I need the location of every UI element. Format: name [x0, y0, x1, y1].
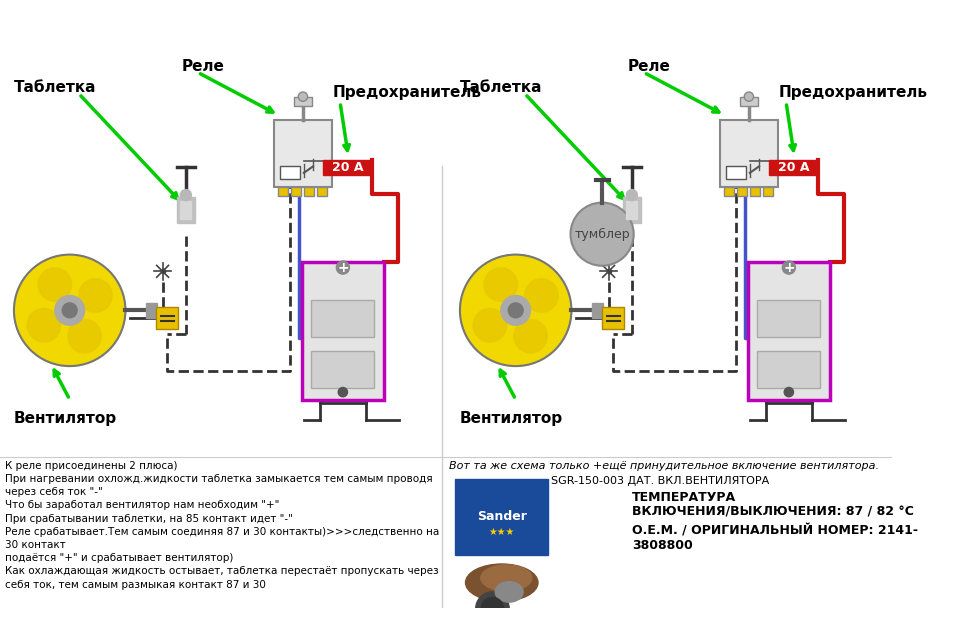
- Text: ТЕМПЕРАТУРА: ТЕМПЕРАТУРА: [632, 491, 736, 503]
- Circle shape: [38, 268, 72, 301]
- Bar: [291, 186, 301, 196]
- Text: К реле присоединены 2 плюса): К реле присоединены 2 плюса): [5, 461, 178, 471]
- Text: 3808800: 3808800: [632, 539, 692, 552]
- Bar: [324, 160, 372, 175]
- Text: 20 А: 20 А: [778, 161, 809, 174]
- Text: Предохранитель: Предохранитель: [333, 86, 482, 101]
- Bar: [757, 352, 821, 389]
- Text: подаётся "+" и срабатывает вентилятор): подаётся "+" и срабатывает вентилятор): [5, 553, 233, 563]
- Bar: [720, 120, 778, 186]
- Text: +: +: [337, 261, 348, 275]
- Bar: [275, 120, 332, 186]
- Bar: [311, 352, 374, 389]
- Bar: [726, 166, 746, 180]
- Circle shape: [570, 203, 634, 266]
- Text: Что бы заработал вентилятор нам необходим "+": Что бы заработал вентилятор нам необходи…: [5, 500, 279, 510]
- Bar: [622, 197, 641, 223]
- Circle shape: [626, 190, 637, 201]
- Circle shape: [55, 295, 84, 325]
- Circle shape: [484, 268, 517, 301]
- Bar: [724, 186, 734, 196]
- Text: Реле: Реле: [181, 59, 224, 74]
- Circle shape: [514, 319, 547, 353]
- Bar: [177, 197, 195, 223]
- Bar: [277, 186, 288, 196]
- Bar: [294, 96, 312, 106]
- Bar: [156, 307, 179, 329]
- Circle shape: [180, 190, 191, 201]
- Circle shape: [744, 92, 754, 101]
- Text: 20 А: 20 А: [332, 161, 363, 174]
- Text: При срабатывании таблетки, на 85 контакт идет "-": При срабатывании таблетки, на 85 контакт…: [5, 513, 293, 524]
- Circle shape: [476, 592, 509, 626]
- Circle shape: [336, 261, 349, 274]
- Text: Sander: Sander: [477, 510, 527, 523]
- Bar: [763, 186, 773, 196]
- Text: Вентилятор: Вентилятор: [460, 411, 564, 426]
- Circle shape: [481, 597, 504, 620]
- Text: +: +: [783, 261, 795, 275]
- Bar: [626, 201, 637, 219]
- Bar: [748, 262, 829, 399]
- Circle shape: [460, 255, 571, 366]
- Text: Как охлаждающая жидкость остывает, таблетка перестаёт пропускать через: Как охлаждающая жидкость остывает, табле…: [5, 566, 439, 576]
- Bar: [146, 303, 157, 318]
- Circle shape: [784, 387, 794, 397]
- Bar: [180, 201, 191, 219]
- Circle shape: [79, 278, 112, 312]
- Circle shape: [27, 309, 60, 342]
- Text: Вот та же схема только +ещё принудительное включение вентилятора.: Вот та же схема только +ещё принудительн…: [448, 461, 878, 471]
- Bar: [311, 300, 374, 337]
- Circle shape: [525, 278, 558, 312]
- Circle shape: [68, 319, 101, 353]
- Bar: [455, 479, 548, 555]
- Text: себя ток, тем самым размыкая контакт 87 и 30: себя ток, тем самым размыкая контакт 87 …: [5, 580, 266, 590]
- Text: ВКЛЮЧЕНИЯ/ВЫКЛЮЧЕНИЯ: 87 / 82 °С: ВКЛЮЧЕНИЯ/ВЫКЛЮЧЕНИЯ: 87 / 82 °С: [632, 505, 914, 518]
- Circle shape: [14, 255, 126, 366]
- Circle shape: [473, 309, 507, 342]
- Circle shape: [782, 261, 796, 274]
- Circle shape: [338, 387, 348, 397]
- Text: Таблетка: Таблетка: [14, 80, 96, 95]
- Ellipse shape: [481, 565, 532, 591]
- Text: Реле срабатывает.Тем самым соединяя 87 и 30 контакты)>>>следственно на: Реле срабатывает.Тем самым соединяя 87 и…: [5, 527, 439, 537]
- Text: SGR-150-003 ДАТ. ВКЛ.ВЕНТИЛЯТОРА: SGR-150-003 ДАТ. ВКЛ.ВЕНТИЛЯТОРА: [551, 476, 769, 486]
- Text: через себя ток "-": через себя ток "-": [5, 487, 103, 497]
- Bar: [737, 186, 747, 196]
- Circle shape: [501, 295, 531, 325]
- Text: При нагревании охложд.жидкости таблетка замыкается тем самым проводя: При нагревании охложд.жидкости таблетка …: [5, 474, 432, 484]
- Text: Предохранитель: Предохранитель: [779, 86, 927, 101]
- Bar: [757, 300, 821, 337]
- Bar: [317, 186, 327, 196]
- Bar: [769, 160, 818, 175]
- Text: О.Е.М. / ОРИГИНАЛЬНЫЙ НОМЕР: 2141-: О.Е.М. / ОРИГИНАЛЬНЫЙ НОМЕР: 2141-: [632, 524, 918, 537]
- Text: Вентилятор: Вентилятор: [14, 411, 117, 426]
- Bar: [302, 262, 384, 399]
- Circle shape: [62, 303, 77, 318]
- Bar: [303, 186, 314, 196]
- Text: Реле: Реле: [627, 59, 670, 74]
- Text: ★★★: ★★★: [489, 527, 515, 537]
- Bar: [739, 96, 758, 106]
- Text: 30 контакт: 30 контакт: [5, 540, 65, 550]
- Bar: [279, 166, 300, 180]
- Circle shape: [508, 303, 523, 318]
- Bar: [750, 186, 760, 196]
- Ellipse shape: [466, 564, 538, 601]
- Bar: [592, 303, 603, 318]
- Circle shape: [299, 92, 307, 101]
- Text: Таблетка: Таблетка: [460, 80, 542, 95]
- Ellipse shape: [495, 581, 523, 602]
- Bar: [602, 307, 624, 329]
- Text: тумблер: тумблер: [574, 227, 630, 241]
